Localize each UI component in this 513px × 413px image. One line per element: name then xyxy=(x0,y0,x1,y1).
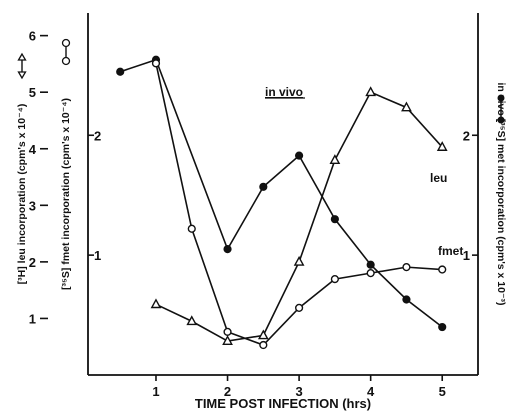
fmet-tick-label-2: 2 xyxy=(94,128,101,143)
invivo-tick-label-1: 1 xyxy=(463,248,470,263)
leu-tick-label-5: 5 xyxy=(29,85,36,100)
fmet-tick-label-1: 1 xyxy=(94,248,101,263)
point-in-vivo-7 xyxy=(402,295,411,304)
point-fmet-8 xyxy=(438,265,447,274)
point-fmet-7 xyxy=(402,263,411,272)
point-in-vivo-2 xyxy=(223,245,232,254)
annotation-in-vivo: in vivo xyxy=(265,85,303,99)
invivo-tick-label-2: 2 xyxy=(463,128,470,143)
x-tick-label-3: 3 xyxy=(295,384,302,399)
leu-tick-label-2: 2 xyxy=(29,255,36,270)
point-leu-3 xyxy=(257,329,269,340)
point-leu-8 xyxy=(436,141,448,151)
series-line-fmet xyxy=(155,63,443,346)
point-fmet-1 xyxy=(187,224,196,233)
fmet-axis-key-icon xyxy=(61,38,71,66)
point-fmet-4 xyxy=(295,303,304,312)
point-leu-5 xyxy=(329,154,341,164)
series-line-leu xyxy=(155,91,443,342)
point-leu-6 xyxy=(365,86,377,97)
point-in-vivo-3 xyxy=(259,182,268,191)
fmet-axis-title: [³⁵S] fmet incorporation (cpm's x 10⁻⁴) xyxy=(60,98,72,290)
leu-tick-label-4: 4 xyxy=(29,142,37,157)
point-leu-1 xyxy=(186,315,198,326)
series-line-in-vivo xyxy=(119,58,443,328)
point-fmet-6 xyxy=(366,269,375,278)
invivo-axis-key-icon xyxy=(497,94,505,124)
leu-tick-label-1: 1 xyxy=(29,311,36,326)
leu-tick-label-6: 6 xyxy=(29,29,36,44)
point-in-vivo-0 xyxy=(116,67,125,76)
point-leu-7 xyxy=(401,101,412,112)
annotation-fmet: fmet xyxy=(438,244,463,258)
point-fmet-2 xyxy=(223,327,232,336)
point-fmet-3 xyxy=(259,340,268,350)
point-leu-4 xyxy=(293,255,305,266)
invivo-axis-title: in vivo [³⁵S] met incorporation (cpm's x… xyxy=(495,82,507,305)
point-in-vivo-5 xyxy=(330,215,339,224)
axis-ticks: 1 2 3 4 5 1 2 3 4 5 6 1 2 1 2 xyxy=(29,29,478,399)
point-in-vivo-6 xyxy=(366,260,375,269)
leu-axis-title: [³H] leu incorporation (cpm's x 10⁻⁴) xyxy=(16,104,28,285)
x-tick-label-5: 5 xyxy=(439,384,446,399)
annotation-leu: leu xyxy=(430,171,447,185)
point-fmet-0 xyxy=(151,59,161,68)
point-in-vivo-4 xyxy=(295,151,304,160)
point-in-vivo-8 xyxy=(438,322,447,332)
x-axis-title: TIME POST INFECTION (hrs) xyxy=(195,396,371,411)
point-leu-2 xyxy=(222,335,233,345)
point-fmet-5 xyxy=(330,275,339,284)
x-tick-label-4: 4 xyxy=(367,384,375,399)
x-tick-label-1: 1 xyxy=(152,384,159,399)
leu-tick-label-3: 3 xyxy=(29,198,36,213)
point-leu-0 xyxy=(150,298,162,309)
x-tick-label-2: 2 xyxy=(224,384,231,399)
leu-axis-key-icon xyxy=(17,52,27,80)
data-markers xyxy=(116,55,448,350)
